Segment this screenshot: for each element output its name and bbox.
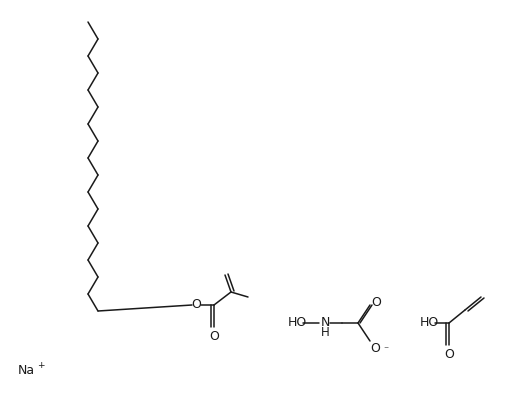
Text: +: +	[37, 361, 45, 370]
Text: O: O	[444, 347, 454, 361]
Text: HO: HO	[420, 316, 439, 330]
Text: ⁻: ⁻	[383, 345, 388, 355]
Text: O: O	[370, 341, 380, 355]
Text: O: O	[209, 330, 219, 343]
Text: O: O	[371, 297, 381, 310]
Text: H: H	[321, 326, 330, 339]
Text: Na: Na	[18, 364, 35, 376]
Text: O: O	[191, 299, 201, 312]
Text: HO: HO	[288, 316, 307, 330]
Text: N: N	[320, 316, 330, 330]
